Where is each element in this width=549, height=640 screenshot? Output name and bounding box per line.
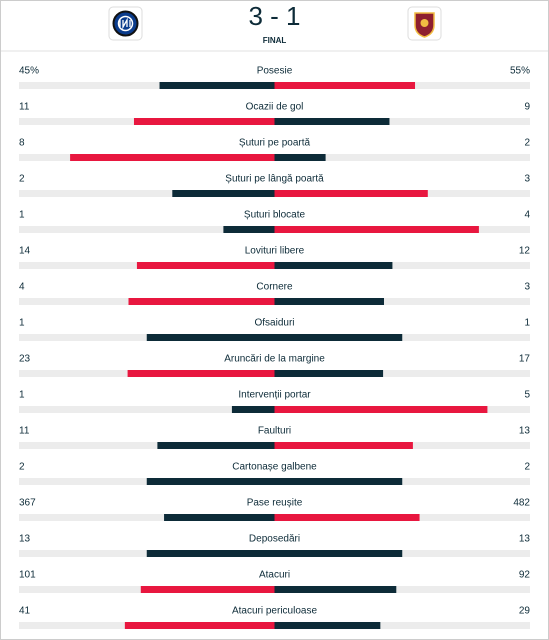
home-value: 45% xyxy=(19,66,39,77)
stat-label: Faulturi xyxy=(258,426,291,437)
home-value: 4 xyxy=(19,282,25,293)
stat-label: Ocazii de gol xyxy=(246,102,304,113)
away-bar xyxy=(274,190,428,197)
stat-label: Pase reușite xyxy=(247,498,303,509)
stat-label: Șuturi blocate xyxy=(244,210,306,221)
away-value: 3 xyxy=(524,282,530,293)
away-bar xyxy=(274,478,403,485)
home-bar xyxy=(146,334,275,341)
away-value: 55% xyxy=(510,66,530,77)
away-bar xyxy=(274,586,397,593)
stat-label: Intervenții portar xyxy=(238,390,311,401)
home-value: 41 xyxy=(19,606,31,617)
away-bar xyxy=(274,514,420,521)
stat-label: Atacuri periculoase xyxy=(232,606,317,617)
away-value: 9 xyxy=(524,102,530,113)
home-bar xyxy=(159,82,275,89)
home-value: 11 xyxy=(19,102,30,113)
away-bar xyxy=(274,298,384,305)
home-bar xyxy=(133,118,275,125)
away-bar xyxy=(274,442,413,449)
away-value: 92 xyxy=(519,570,531,581)
home-value: 2 xyxy=(19,462,25,473)
home-bar xyxy=(231,406,275,413)
home-value: 8 xyxy=(19,138,25,149)
home-value: 23 xyxy=(19,354,31,365)
home-value: 367 xyxy=(19,498,36,509)
home-value: 1 xyxy=(19,210,25,221)
stat-label: Cartonașe galbene xyxy=(232,462,317,473)
away-value: 2 xyxy=(524,462,530,473)
away-logo xyxy=(407,6,442,41)
away-value: 13 xyxy=(519,426,531,437)
away-value: 1 xyxy=(524,318,530,329)
away-bar xyxy=(274,262,393,269)
away-value: 5 xyxy=(524,390,530,401)
home-bar xyxy=(136,262,275,269)
away-bar xyxy=(274,550,403,557)
away-bar xyxy=(274,154,326,161)
home-bar xyxy=(157,442,275,449)
home-value: 13 xyxy=(19,534,31,545)
away-value: 4 xyxy=(524,210,530,221)
home-value: 1 xyxy=(19,318,25,329)
home-bar xyxy=(127,370,275,377)
home-value: 2 xyxy=(19,174,25,185)
home-value: 14 xyxy=(19,246,31,257)
home-bar xyxy=(223,226,275,233)
away-bar xyxy=(274,118,390,125)
stat-label: Șuturi pe lângă poartă xyxy=(225,174,324,185)
home-value: 1 xyxy=(19,390,25,401)
away-value: 13 xyxy=(519,534,531,545)
stat-label: Atacuri xyxy=(259,570,290,581)
away-value: 12 xyxy=(519,246,531,257)
home-bar xyxy=(128,298,275,305)
home-bar xyxy=(146,550,275,557)
stat-label: Șuturi pe poartă xyxy=(239,138,311,149)
stat-rows: 45% Posesie 55%11 Ocazii de gol 98 Șuturi pe … xyxy=(19,66,530,629)
away-value: 2 xyxy=(524,138,530,149)
away-value: 17 xyxy=(519,354,531,365)
score: 3 - 1 xyxy=(248,1,300,31)
away-bar xyxy=(274,622,381,629)
away-bar xyxy=(274,334,403,341)
home-bar xyxy=(172,190,275,197)
stat-label: Lovituri libere xyxy=(245,246,305,257)
home-logo xyxy=(108,6,143,41)
away-bar xyxy=(274,82,416,89)
stat-label: Deposedări xyxy=(249,534,300,545)
home-bar xyxy=(124,622,275,629)
away-value: 482 xyxy=(513,498,530,509)
away-bar xyxy=(274,370,384,377)
stat-label: Ofsaiduri xyxy=(254,318,294,329)
away-value: 29 xyxy=(519,606,531,617)
away-bar xyxy=(274,406,488,413)
home-bar xyxy=(70,154,275,161)
home-value: 101 xyxy=(19,570,36,581)
away-value: 3 xyxy=(524,174,530,185)
home-bar xyxy=(146,478,275,485)
stat-label: Posesie xyxy=(257,66,293,77)
away-bar xyxy=(274,226,479,233)
home-value: 11 xyxy=(19,426,30,437)
match-status: FINAL xyxy=(263,36,287,45)
stat-label: Cornere xyxy=(256,282,293,293)
stat-label: Aruncări de la margine xyxy=(224,354,325,365)
home-bar xyxy=(140,586,275,593)
home-bar xyxy=(164,514,275,521)
